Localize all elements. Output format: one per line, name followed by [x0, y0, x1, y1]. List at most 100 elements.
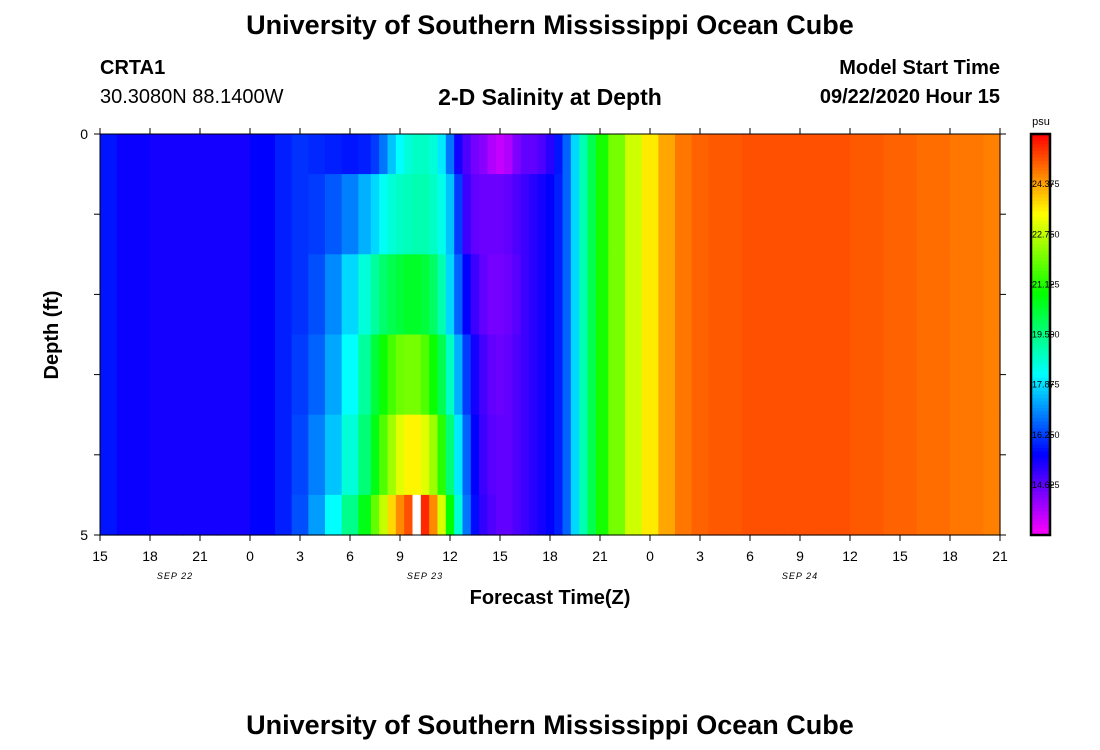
- colorbar-swatch: [1031, 150, 1050, 155]
- heatmap-cell: [983, 254, 1001, 336]
- page-title-bottom: University of Southern Mississippi Ocean…: [246, 710, 854, 740]
- colorbar-swatch: [1031, 180, 1050, 185]
- colorbar-swatch: [1031, 431, 1050, 436]
- colorbar-swatch: [1031, 331, 1050, 336]
- colorbar-swatch: [1031, 351, 1050, 356]
- colorbar-swatch: [1031, 237, 1050, 242]
- heatmap-cell: [741, 174, 759, 255]
- heatmap-cell: [775, 174, 793, 255]
- heatmap-cell: [504, 334, 514, 416]
- heatmap-cell: [658, 414, 676, 496]
- heatmap-cell: [512, 334, 522, 416]
- colorbar-swatch: [1031, 254, 1050, 259]
- x-tick-label: 12: [842, 548, 858, 564]
- colorbar-swatch: [1031, 397, 1050, 402]
- colorbar-swatch: [1031, 528, 1050, 533]
- colorbar-swatch: [1031, 204, 1050, 209]
- model-start-time: 09/22/2020 Hour 15: [819, 86, 1000, 108]
- heatmap-cell: [554, 134, 564, 175]
- colorbar-swatch: [1031, 167, 1050, 172]
- colorbar-swatch: [1031, 297, 1050, 302]
- colorbar-swatch: [1031, 514, 1050, 519]
- heatmap-cell: [983, 134, 1001, 175]
- colorbar-swatch: [1031, 200, 1050, 205]
- colorbar-swatch: [1031, 448, 1050, 453]
- heatmap-cell: [341, 334, 359, 416]
- heatmap-cell: [395, 254, 405, 336]
- x-tick-label: 18: [142, 548, 158, 564]
- heatmap-cell: [825, 254, 851, 336]
- colorbar-swatch: [1031, 491, 1050, 496]
- colorbar-swatch: [1031, 157, 1050, 162]
- heatmap-cell: [404, 254, 414, 336]
- heatmap-cell: [520, 494, 530, 536]
- heatmap-cell: [520, 414, 530, 496]
- colorbar-swatch: [1031, 137, 1050, 142]
- heatmap-cell: [825, 494, 851, 536]
- heatmap-cell: [341, 494, 359, 536]
- heatmap-cell: [562, 254, 572, 336]
- heatmap-cell: [479, 174, 489, 255]
- heatmap-cell: [758, 254, 776, 336]
- heatmap-cell: [462, 134, 472, 175]
- heatmap-cell: [479, 414, 489, 496]
- colorbar-swatch: [1031, 444, 1050, 449]
- y-axis-title: Depth (ft): [41, 291, 63, 380]
- colorbar-swatch: [1031, 284, 1050, 289]
- heatmap-cell: [741, 494, 759, 536]
- x-date-label: SEP 22: [157, 571, 193, 581]
- heatmap-cell: [545, 334, 555, 416]
- heatmap-cell: [708, 334, 726, 416]
- heatmap-cell: [950, 174, 984, 255]
- heatmap-cell: [420, 134, 430, 175]
- heatmap-cell: [250, 494, 276, 536]
- heatmap-cell: [725, 174, 743, 255]
- colorbar-swatch: [1031, 291, 1050, 295]
- colorbar-swatch: [1031, 257, 1050, 262]
- x-date-label: SEP 24: [782, 571, 818, 581]
- heatmap-cell: [116, 174, 151, 255]
- heatmap-cell: [275, 414, 293, 496]
- x-tick-label: 6: [746, 548, 754, 564]
- colorbar-swatch: [1031, 488, 1050, 493]
- heatmap-cell: [825, 174, 851, 255]
- heatmap-cell: [495, 414, 505, 496]
- colorbar-swatch: [1031, 177, 1050, 182]
- colorbar-swatch: [1031, 464, 1050, 469]
- heatmap-cell: [570, 414, 580, 496]
- heatmap-cell: [529, 494, 539, 536]
- x-axis-title: Forecast Time(Z): [470, 587, 631, 609]
- heatmap-cell: [562, 134, 572, 175]
- heatmap-cell: [487, 494, 497, 536]
- heatmap-cell: [325, 134, 343, 175]
- colorbar-swatch: [1031, 240, 1050, 245]
- colorbar-swatch: [1031, 394, 1050, 399]
- heatmap-cell: [537, 134, 547, 175]
- heatmap-cell: [520, 174, 530, 255]
- heatmap-cell: [850, 254, 884, 336]
- heatmap-cell: [412, 334, 422, 416]
- heatmap-cell: [529, 254, 539, 336]
- colorbar-swatch: [1031, 434, 1050, 439]
- heatmap-cell: [758, 174, 776, 255]
- heatmap-cell: [916, 494, 951, 536]
- heatmap-cell: [625, 494, 643, 536]
- heatmap-cell: [275, 254, 293, 336]
- heatmap-cell: [825, 334, 851, 416]
- heatmap-cell: [462, 254, 472, 336]
- heatmap-cell: [454, 134, 464, 175]
- heatmap-cell: [883, 334, 918, 416]
- heatmap-cell: [291, 134, 309, 175]
- heatmap-cell: [708, 494, 726, 536]
- heatmap-cell: [741, 414, 759, 496]
- colorbar-swatch: [1031, 144, 1050, 148]
- colorbar-swatch: [1031, 334, 1050, 339]
- heatmap-cell: [291, 494, 309, 536]
- heatmap-cell: [291, 254, 309, 336]
- y-axis: 05: [80, 126, 1006, 543]
- x-tick-label: 18: [942, 548, 958, 564]
- colorbar-swatch: [1031, 314, 1050, 319]
- heatmap-cell: [116, 254, 151, 336]
- heatmap-cell: [641, 414, 659, 496]
